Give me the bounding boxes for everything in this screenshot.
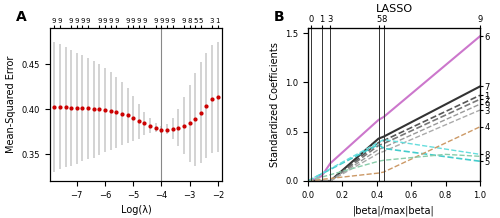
Y-axis label: Mean-Squared Error: Mean-Squared Error: [6, 56, 16, 153]
X-axis label: Log(λ): Log(λ): [120, 205, 152, 215]
X-axis label: |beta|/max|beta|: |beta|/max|beta|: [353, 205, 435, 216]
Y-axis label: Standardized Coefficients: Standardized Coefficients: [270, 42, 280, 167]
Title: LASSO: LASSO: [376, 4, 412, 14]
Text: B: B: [274, 10, 284, 24]
Text: A: A: [16, 10, 26, 24]
